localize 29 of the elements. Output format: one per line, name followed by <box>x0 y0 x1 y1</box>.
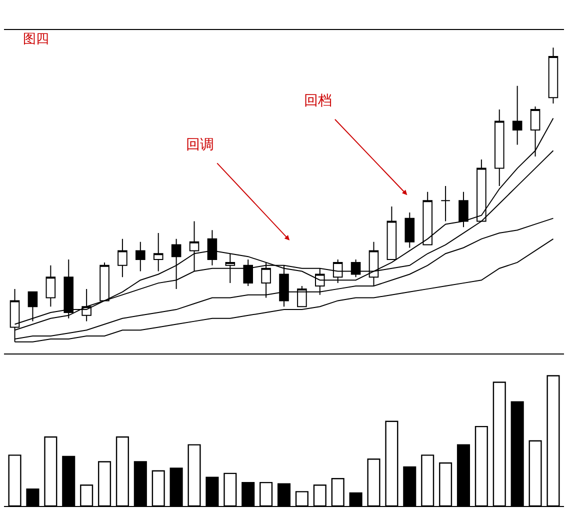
annotation: 回调 <box>186 137 214 153</box>
candlestick <box>28 291 38 322</box>
candlestick <box>422 191 432 246</box>
chart-title: 图四 <box>23 32 49 47</box>
candlestick <box>171 238 182 290</box>
candlestick <box>297 286 307 308</box>
candlestick <box>243 259 253 286</box>
candlestick <box>368 241 379 286</box>
candlestick <box>46 264 56 308</box>
candlestick <box>136 241 146 272</box>
candlestick <box>189 220 200 272</box>
candlestick <box>512 85 522 146</box>
candlestick <box>100 262 110 302</box>
candlestick <box>404 212 415 248</box>
candlestick <box>118 238 128 278</box>
candlestick <box>207 230 218 266</box>
candlestick <box>458 191 468 228</box>
candlestick <box>64 259 74 319</box>
candlestick <box>153 232 164 272</box>
candlestick <box>548 47 558 104</box>
candlestick <box>332 259 343 284</box>
candlestick <box>261 262 271 298</box>
candlestick <box>225 253 236 284</box>
candlestick <box>315 268 325 296</box>
candlestick <box>386 206 397 260</box>
candlestick <box>440 185 450 222</box>
candlestick <box>476 158 486 222</box>
annotation: 回档 <box>304 93 332 109</box>
candlestick <box>279 264 289 308</box>
